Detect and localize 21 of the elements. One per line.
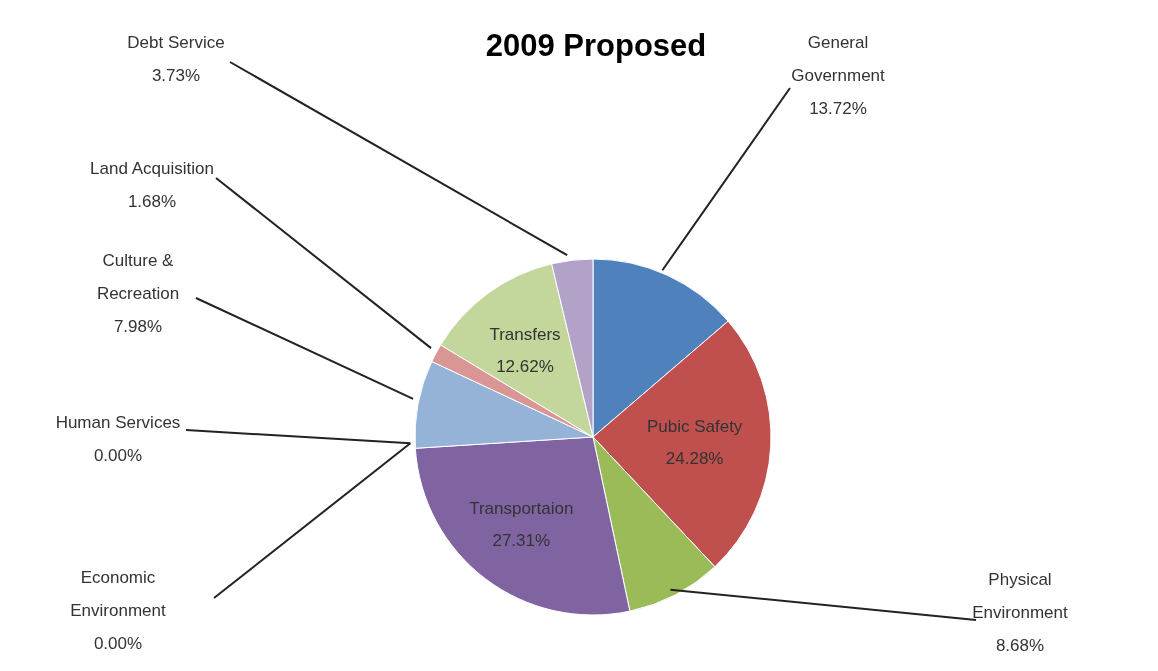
slice-label: Debt Service [127, 33, 225, 52]
data-label: 1.68% [127, 192, 177, 211]
chart-title: 2009 Proposed [485, 28, 707, 63]
data-label: 24.28% [665, 448, 724, 468]
slice-label: Physical Environment [972, 570, 1068, 622]
text: 0.00% [93, 634, 143, 653]
slice-label: Land Acquisition [90, 159, 214, 178]
data-label: 7.98% [113, 317, 163, 336]
data-label: 12.62% [496, 356, 554, 376]
slice-label: General Government [791, 33, 886, 85]
category-label: Economic Environment [70, 568, 166, 620]
slice-label: Pubic Safety [646, 416, 743, 436]
data-label: 27.31% [492, 530, 551, 550]
data-label: 13.72% [809, 99, 867, 118]
data-label: 3.73% [151, 66, 201, 85]
data-label: 8.68% [995, 636, 1045, 655]
text: 0.00% [93, 446, 143, 465]
slice-label: Culture & Recreation [96, 251, 180, 303]
slice-label: Transportaion [469, 498, 574, 518]
category-label: Human Services [55, 413, 181, 432]
slice-label: Transfers [489, 324, 561, 344]
